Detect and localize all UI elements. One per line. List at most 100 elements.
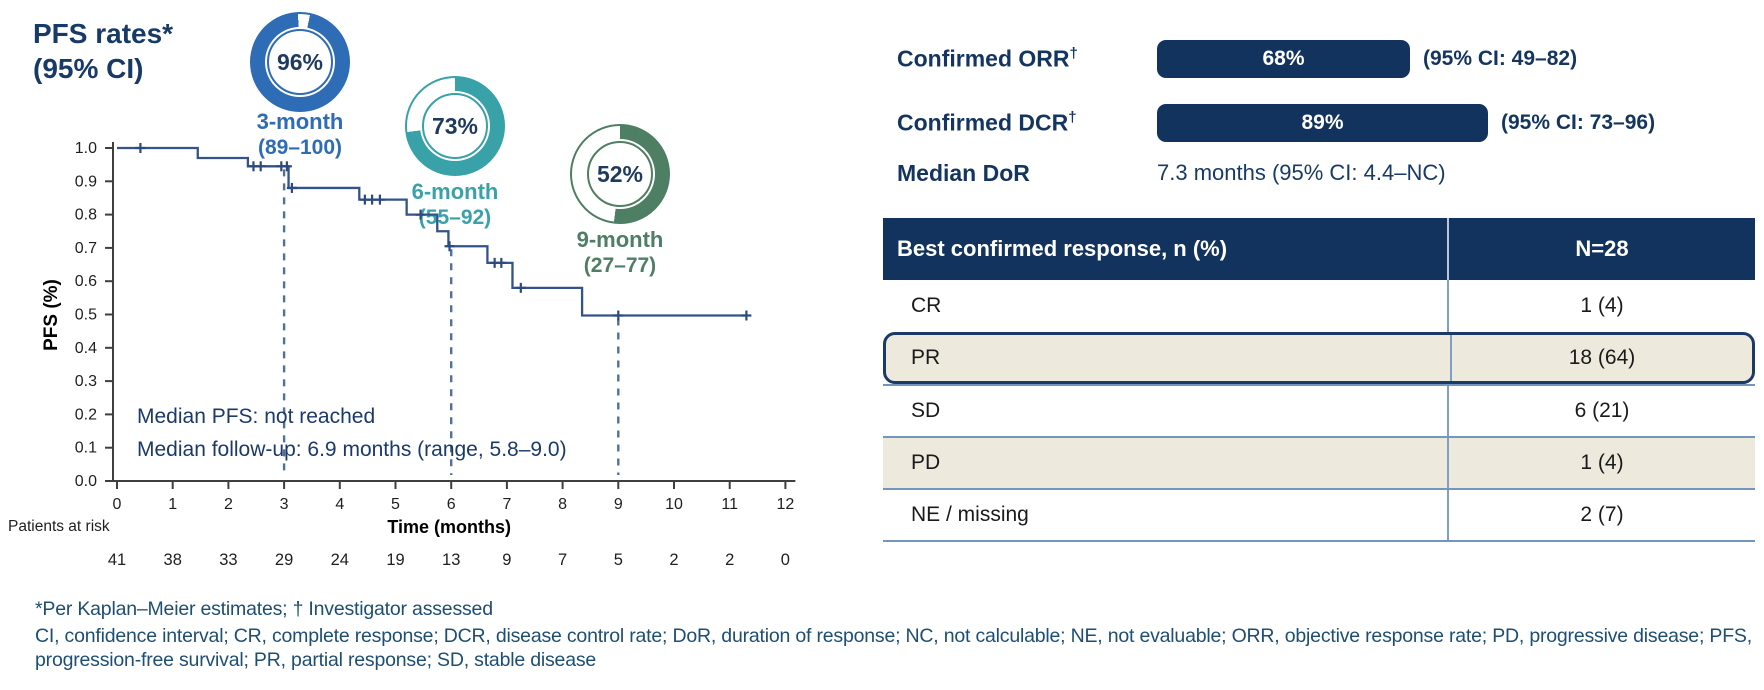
footnote-abbreviations: CI, confidence interval; CR, complete re… [35,625,1752,671]
timepoint-label: 9-month [576,227,664,252]
svg-text:0.5: 0.5 [75,307,97,324]
svg-text:4: 4 [335,496,344,513]
dagger-symbol: † [1069,45,1078,63]
svg-text:11: 11 [721,496,738,513]
timepoint-label: 3-month [256,109,344,134]
orr-bar: 68% [1157,40,1410,78]
table-body: CR 1 (4) PR 18 (64) SD 6 (21) PD 1 (4) N… [883,280,1755,542]
svg-text:0.6: 0.6 [75,273,97,290]
row-label: PR [911,346,941,369]
row-label: NE / missing [911,503,1029,526]
svg-text:0.4: 0.4 [75,340,97,357]
svg-text:7: 7 [502,496,511,513]
table-header-response: Best confirmed response, n (%) [897,236,1228,261]
svg-text:1: 1 [168,496,177,513]
row-value: 6 (21) [1447,386,1755,436]
donut-9-month-value: 52% [596,160,644,187]
svg-text:33: 33 [219,551,237,569]
svg-text:0.8: 0.8 [75,207,97,224]
best-response-table: Best confirmed response, n (%) N=28 CR 1… [883,218,1755,542]
svg-text:10: 10 [665,496,683,513]
figure-title: PFS rates* (95% CI) [33,16,173,86]
donut-3-month-caption: 3-month (89–100) [210,108,390,161]
timepoint-ci: (89–100) [257,136,343,159]
svg-text:38: 38 [164,551,182,569]
dcr-bar: 89% [1157,104,1488,142]
dor-row: Median DoR 7.3 months (95% CI: 4.4–NC) [897,158,1446,188]
row-label: PD [911,451,941,474]
svg-text:29: 29 [275,551,293,569]
donut-inner-ring: 73% [422,93,488,159]
svg-text:12: 12 [777,496,795,513]
timepoint-label: 6-month [411,179,499,204]
svg-text:5: 5 [614,551,623,569]
dcr-ci: (95% CI: 73–96) [1501,111,1656,134]
svg-text:9: 9 [502,551,511,569]
table-row-pd: PD 1 (4) [883,436,1755,488]
svg-text:0.1: 0.1 [75,440,97,457]
orr-row: Confirmed ORR† 68% (95% CI: 49–82) [897,40,1577,78]
svg-text:Time (months): Time (months) [387,517,511,537]
svg-text:0.9: 0.9 [75,173,97,190]
row-value: 1 (4) [1447,438,1755,488]
donut-hole: 73% [420,91,490,161]
table-header-row: Best confirmed response, n (%) N=28 [883,218,1755,280]
svg-text:1.0: 1.0 [75,140,97,157]
svg-text:7: 7 [558,551,567,569]
svg-text:Median follow-up: 6.9 months (: Median follow-up: 6.9 months (range, 5.8… [137,438,567,461]
dcr-row: Confirmed DCR† 89% (95% CI: 73–96) [897,104,1655,142]
donut-6-month: 73% [405,76,505,176]
dcr-label: Confirmed DCR† [897,109,1157,137]
row-value: 1 (4) [1447,280,1755,332]
table-row-ne-missing: NE / missing 2 (7) [883,488,1755,540]
table-row-cr: CR 1 (4) [883,280,1755,332]
dagger-symbol: † [1068,109,1077,127]
donut-6-month-value: 73% [431,112,479,139]
svg-text:0.2: 0.2 [75,406,97,423]
figure-title-line2: (95% CI) [33,53,144,84]
donut-inner-ring: 52% [587,141,653,207]
donut-3-month: 96% [250,12,350,112]
row-value: 2 (7) [1447,490,1755,540]
donut-3-month-value: 96% [276,48,324,75]
svg-text:PFS (%): PFS (%) [41,279,62,351]
svg-text:9: 9 [614,496,623,513]
footnotes: *Per Kaplan–Meier estimates; † Investiga… [35,597,1753,672]
svg-text:24: 24 [331,551,349,569]
dor-label: Median DoR [897,159,1030,186]
donut-9-month-caption: 9-month (27–77) [530,226,710,279]
dcr-bar-value: 89% [1301,111,1344,134]
svg-text:0.3: 0.3 [75,373,97,390]
donut-9-month: 52% [570,124,670,224]
svg-text:Median PFS: not reached: Median PFS: not reached [137,405,375,428]
row-value: 18 (64) [1450,335,1752,381]
timepoint-ci: (27–77) [583,254,657,277]
row-label: SD [911,399,941,422]
svg-text:3: 3 [280,496,289,513]
svg-text:Patients at risk: Patients at risk [8,518,110,535]
svg-text:13: 13 [442,551,460,569]
orr-bar-value: 68% [1262,47,1305,70]
donut-inner-ring: 96% [267,29,333,95]
svg-text:6: 6 [447,496,456,513]
kaplan-meier-chart: 0.00.10.20.30.40.50.60.70.80.91.00 1 2 3 4 5 6… [8,140,796,569]
svg-text:2: 2 [725,551,734,569]
row-label: CR [911,294,942,317]
svg-text:2: 2 [224,496,233,513]
donut-hole: 52% [585,139,655,209]
svg-text:41: 41 [108,551,126,569]
orr-label: Confirmed ORR† [897,45,1157,73]
svg-text:2: 2 [669,551,678,569]
svg-text:0: 0 [113,496,122,513]
orr-ci: (95% CI: 49–82) [1423,47,1578,70]
table-row-sd: SD 6 (21) [883,384,1755,436]
table-row-pr: PR 18 (64) [883,332,1755,384]
svg-text:0.0: 0.0 [75,473,97,490]
table-header-n: N=28 [1447,218,1755,280]
figure-title-line1: PFS rates* [33,18,174,49]
svg-text:5: 5 [391,496,400,513]
dor-value: 7.3 months (95% CI: 4.4–NC) [1157,160,1446,185]
svg-text:0: 0 [781,551,790,569]
svg-text:8: 8 [558,496,567,513]
footnote-estimates: *Per Kaplan–Meier estimates; † Investiga… [35,598,493,620]
